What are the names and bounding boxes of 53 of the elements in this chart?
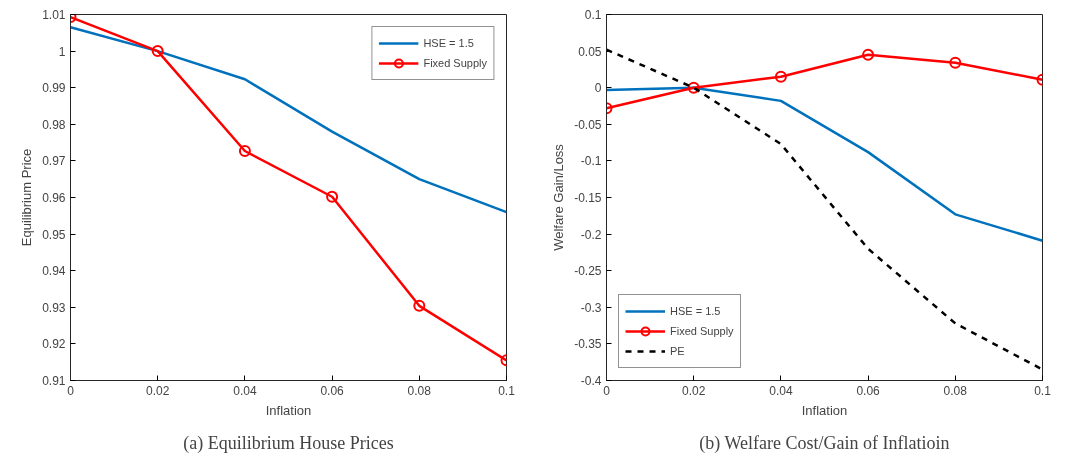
x-tick-label: 0.08 (407, 383, 432, 398)
y-tick-label: 0.1 (584, 8, 602, 22)
y-tick-label: 0.96 (42, 191, 66, 205)
x-tick-label: 0.04 (769, 383, 793, 398)
y-tick-label: 0.92 (42, 337, 66, 352)
x-tick-label: 0.1 (1034, 383, 1052, 398)
line-series (70, 26, 507, 214)
point (862, 48, 875, 61)
x-tick-label: 0.1 (498, 383, 516, 398)
y-tick-label: 0.98 (42, 117, 66, 132)
y-tick-label: -0.05 (574, 117, 602, 132)
x-tick-label: 0.04 (233, 383, 257, 398)
y-tick-label: 0 (594, 81, 602, 96)
legend-label: HSE = 1.5 (423, 37, 474, 49)
point (238, 145, 251, 158)
text: (a) Equilibrium House Prices (183, 432, 394, 454)
point (326, 190, 339, 203)
y-tick-label: 1 (58, 44, 66, 59)
x-tick-label: 0.06 (320, 383, 345, 398)
x-axis-title: Inflation (801, 402, 848, 418)
x-tick-label: 0.08 (943, 383, 968, 398)
line-series (606, 86, 1043, 242)
y-tick-label: 1.01 (42, 8, 66, 22)
y-tick-label: 0.05 (578, 44, 602, 59)
point (949, 56, 962, 69)
y-tick-label: -0.35 (574, 337, 602, 352)
y-tick-label: -0.15 (574, 191, 602, 205)
y-tick-label: 0.93 (42, 300, 66, 315)
legend-label: PE (670, 345, 686, 357)
point (687, 81, 700, 94)
y-axis-title: Welfare Gain/Loss (551, 143, 567, 251)
y-tick-label: 0.99 (42, 81, 66, 96)
y-tick-label: 0.94 (42, 264, 66, 279)
x-tick-label: 0.02 (146, 383, 170, 398)
legend-label: Fixed Supply (423, 57, 487, 69)
y-tick-label: -0.4 (580, 374, 602, 388)
x-tick-label: 0.02 (682, 383, 706, 398)
point (413, 299, 426, 312)
y-tick-label: -0.1 (580, 154, 602, 169)
legend-label: Fixed Supply (670, 325, 734, 337)
y-axis-title: Equilibrium Price (19, 148, 35, 247)
y-tick-label: 0.97 (42, 154, 66, 169)
legend-label: HSE = 1.5 (670, 305, 721, 317)
y-tick-label: 0.95 (42, 227, 66, 242)
x-tick-label: 0.06 (856, 383, 881, 398)
text: (b) Welfare Cost/Gain of Inflatioin (699, 432, 950, 454)
y-tick-label: -0.3 (580, 300, 602, 315)
point (151, 45, 164, 58)
point (774, 70, 787, 83)
y-tick-label: 0.91 (42, 374, 66, 388)
x-axis-title: Inflation (265, 402, 312, 418)
y-tick-label: -0.2 (580, 227, 602, 242)
y-tick-label: -0.25 (574, 264, 602, 279)
